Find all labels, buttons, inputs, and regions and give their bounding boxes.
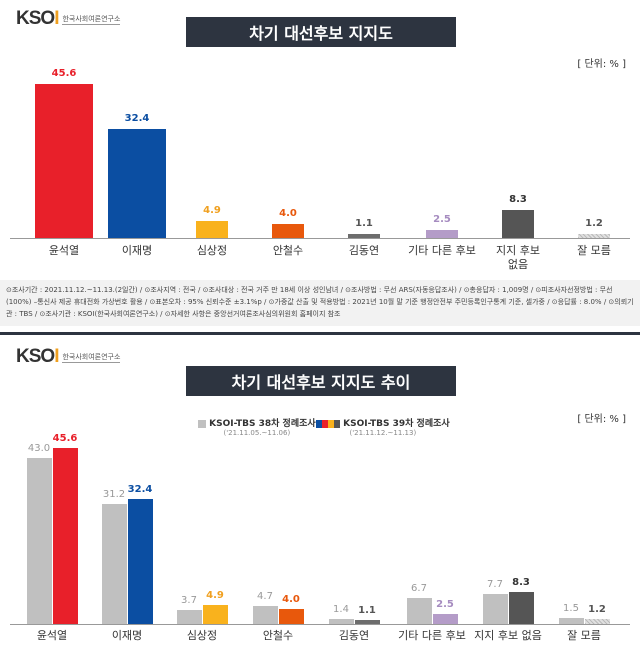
legend-item-39: KSOI-TBS 39차 정례조사 ('21.11.12.~11.13) <box>316 416 450 437</box>
bar-38 <box>102 503 127 624</box>
x-axis <box>10 238 630 239</box>
data-label: 31.2 <box>102 488 126 500</box>
data-label: 43.0 <box>27 443 51 455</box>
category-label: 심상정 <box>186 629 218 642</box>
data-label: 4.9 <box>203 205 221 217</box>
legend-item-38: KSOI-TBS 38차 정례조사 ('21.11.05.~11.06) <box>198 416 316 437</box>
bar-38 <box>407 598 432 624</box>
bar-39 <box>433 614 458 624</box>
category-label: 기타 다른 후보 <box>408 244 476 257</box>
data-label: 1.5 <box>563 603 579 615</box>
category-label: 지지 후보 없음 <box>474 629 542 642</box>
category-label: 잘 모름 <box>567 629 601 642</box>
data-label: 32.4 <box>127 483 153 495</box>
category-label: 기타 다른 후보 <box>398 629 466 642</box>
data-label: 45.6 <box>51 68 77 79</box>
data-label: 8.3 <box>509 193 527 205</box>
data-label: 8.3 <box>512 576 530 588</box>
bar-38 <box>177 609 202 624</box>
bar <box>108 128 166 238</box>
category-label: 윤석열 <box>36 629 68 642</box>
bar-39 <box>128 498 153 624</box>
bar <box>35 84 93 238</box>
ksoi-logo: KSOI 한국사회여론연구소 <box>16 8 121 29</box>
bar <box>196 221 228 238</box>
data-label: 1.1 <box>355 218 373 230</box>
data-label: 1.4 <box>333 603 349 615</box>
data-label: 1.2 <box>588 604 606 616</box>
data-label: 3.7 <box>181 594 197 606</box>
legend-swatch <box>198 419 206 428</box>
bar-38 <box>27 458 52 624</box>
data-label: 4.0 <box>282 593 300 605</box>
bar <box>578 233 610 238</box>
survey-note: ⊙조사기간 : 2021.11.12.~11.13.(2일간) / ⊙조사지역 … <box>0 280 640 326</box>
data-label: 4.7 <box>257 590 273 602</box>
data-label: 32.4 <box>124 112 150 124</box>
divider <box>0 332 640 335</box>
bar-38 <box>329 618 354 624</box>
bar-39 <box>509 591 534 624</box>
bar-39 <box>355 619 380 624</box>
data-label: 2.5 <box>436 599 454 611</box>
data-label: 1.1 <box>358 604 376 616</box>
category-label: 잘 모름 <box>577 244 611 257</box>
chart-panel-1: KSOI 한국사회여론연구소 차기 대선후보 지지도 [ 단위: % ] 45.6… <box>0 8 640 326</box>
bar-38 <box>253 605 278 624</box>
data-label: 4.0 <box>279 208 297 220</box>
data-label: 45.6 <box>52 433 78 444</box>
ksoi-logo: KSOI 한국사회여론연구소 <box>16 346 121 367</box>
x-axis <box>10 624 630 625</box>
chart-panel-2: KSOI 한국사회여론연구소 차기 대선후보 지지도 추이 [ 단위: % ] K… <box>0 0 640 642</box>
category-label: 안철수 <box>272 244 304 257</box>
unit-label: [ 단위: % ] <box>577 59 626 70</box>
bar <box>502 209 534 238</box>
category-label: 이재명 <box>121 244 153 257</box>
category-label: 심상정 <box>196 244 228 257</box>
category-label: 이재명 <box>111 629 143 642</box>
bar-38 <box>483 594 508 624</box>
data-label: 7.7 <box>487 579 503 591</box>
category-label: 안철수 <box>262 629 294 642</box>
category-label: 김동연 <box>338 629 370 642</box>
bar <box>426 229 458 238</box>
data-label: 2.5 <box>433 213 451 225</box>
category-label: 김동연 <box>348 244 380 257</box>
bar-39 <box>203 605 228 624</box>
bar-39 <box>585 619 610 624</box>
bar-39 <box>53 448 78 624</box>
data-label: 1.2 <box>585 217 603 229</box>
data-label: 6.7 <box>411 583 427 595</box>
bar <box>272 224 304 238</box>
bar-39 <box>279 608 304 624</box>
category-label: 지지 후보 없음 <box>496 244 540 271</box>
unit-label: [ 단위: % ] <box>577 414 626 425</box>
chart-title: 차기 대선후보 지지도 추이 <box>186 366 456 396</box>
chart-title: 차기 대선후보 지지도 <box>186 17 456 47</box>
category-label: 윤석열 <box>48 244 80 257</box>
data-label: 4.9 <box>206 590 224 602</box>
bar <box>348 234 380 238</box>
bar-38 <box>559 618 584 624</box>
